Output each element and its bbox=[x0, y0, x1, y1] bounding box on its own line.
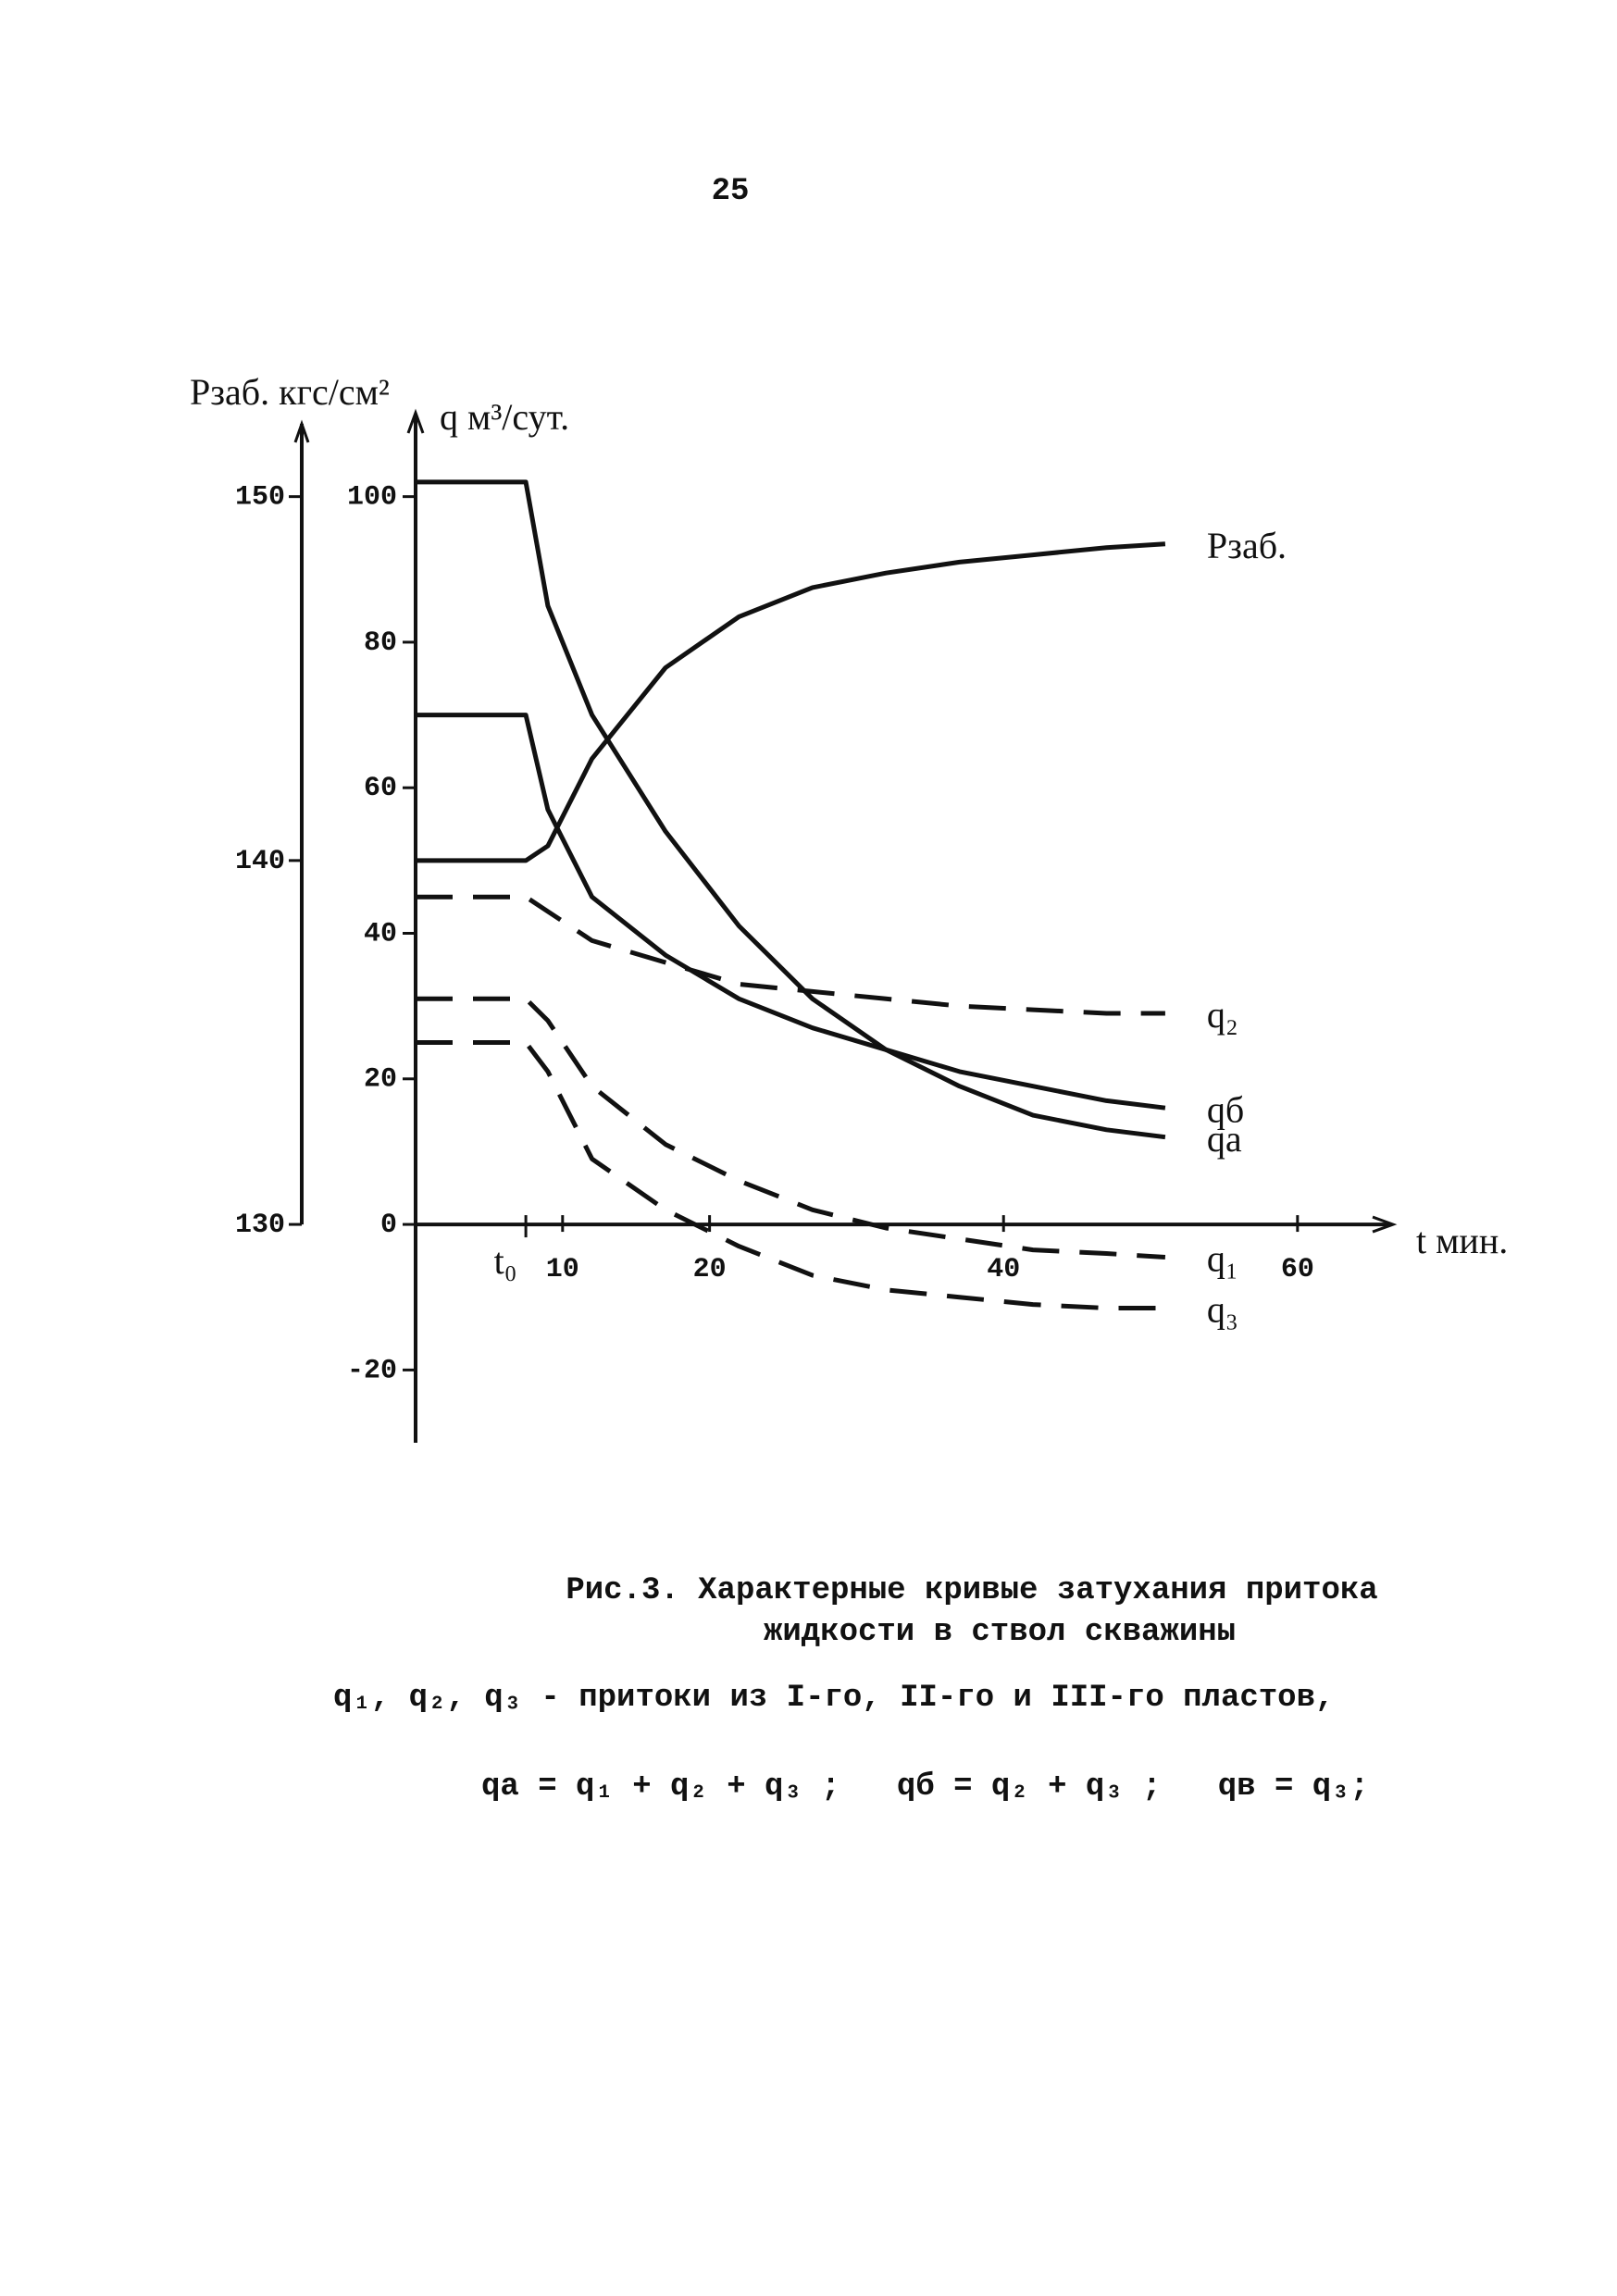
x-tick-label: 40 bbox=[987, 1254, 1020, 1285]
series-label: qа bbox=[1207, 1118, 1242, 1160]
series-label: q₂ bbox=[1207, 994, 1238, 1036]
x-tick-label: 20 bbox=[693, 1254, 727, 1285]
series-line bbox=[416, 713, 1166, 1111]
y2-tick-label: 150 bbox=[235, 482, 285, 514]
series-line bbox=[416, 1040, 1165, 1310]
y2-tick-label: 140 bbox=[235, 846, 285, 877]
page-number: 25 bbox=[712, 174, 750, 209]
x-axis-label: t мин. bbox=[1416, 1220, 1508, 1261]
series-line bbox=[416, 541, 1166, 863]
series-line bbox=[416, 996, 1166, 1260]
y-tick-label: -20 bbox=[347, 1355, 397, 1386]
y2-tick-label: 130 bbox=[235, 1210, 285, 1241]
series-label: q₁ bbox=[1207, 1238, 1238, 1280]
y-axis-label: q м³/сут. bbox=[440, 396, 569, 438]
y-tick-label: 100 bbox=[347, 482, 397, 514]
x-tick-label: 60 bbox=[1281, 1254, 1314, 1285]
x-tick-label: 10 bbox=[546, 1254, 579, 1285]
caption-title: жидкости в ствол скважины bbox=[764, 1615, 1236, 1650]
y2-axis-arrow bbox=[293, 419, 310, 443]
y-tick-label: 20 bbox=[364, 1064, 397, 1096]
caption-note: qа = q₁ + q₂ + q₃ ; qб = q₂ + q₃ ; qв = … bbox=[481, 1769, 1369, 1805]
x-annotation-label: t₀ bbox=[494, 1240, 517, 1282]
y-axis-arrow bbox=[406, 408, 425, 434]
y2-axis-label: Pзаб. кгс/см² bbox=[190, 371, 390, 413]
series-line bbox=[416, 894, 1165, 1016]
caption-title: Рис.3. Характерные кривые затухания прит… bbox=[566, 1573, 1377, 1608]
y-tick-label: 60 bbox=[364, 773, 397, 804]
series-label: qб bbox=[1207, 1088, 1244, 1130]
y-tick-label: 0 bbox=[380, 1210, 397, 1241]
y-tick-label: 40 bbox=[364, 918, 397, 949]
series-label: q₃ bbox=[1207, 1289, 1238, 1331]
y-tick-label: 80 bbox=[364, 627, 397, 659]
caption-note: q₁, q₂, q₃ - притоки из I-го, II-го и II… bbox=[333, 1681, 1334, 1716]
series-line bbox=[416, 479, 1166, 1140]
x-axis-arrow bbox=[1372, 1215, 1398, 1234]
series-label: Pзаб. bbox=[1207, 525, 1287, 566]
